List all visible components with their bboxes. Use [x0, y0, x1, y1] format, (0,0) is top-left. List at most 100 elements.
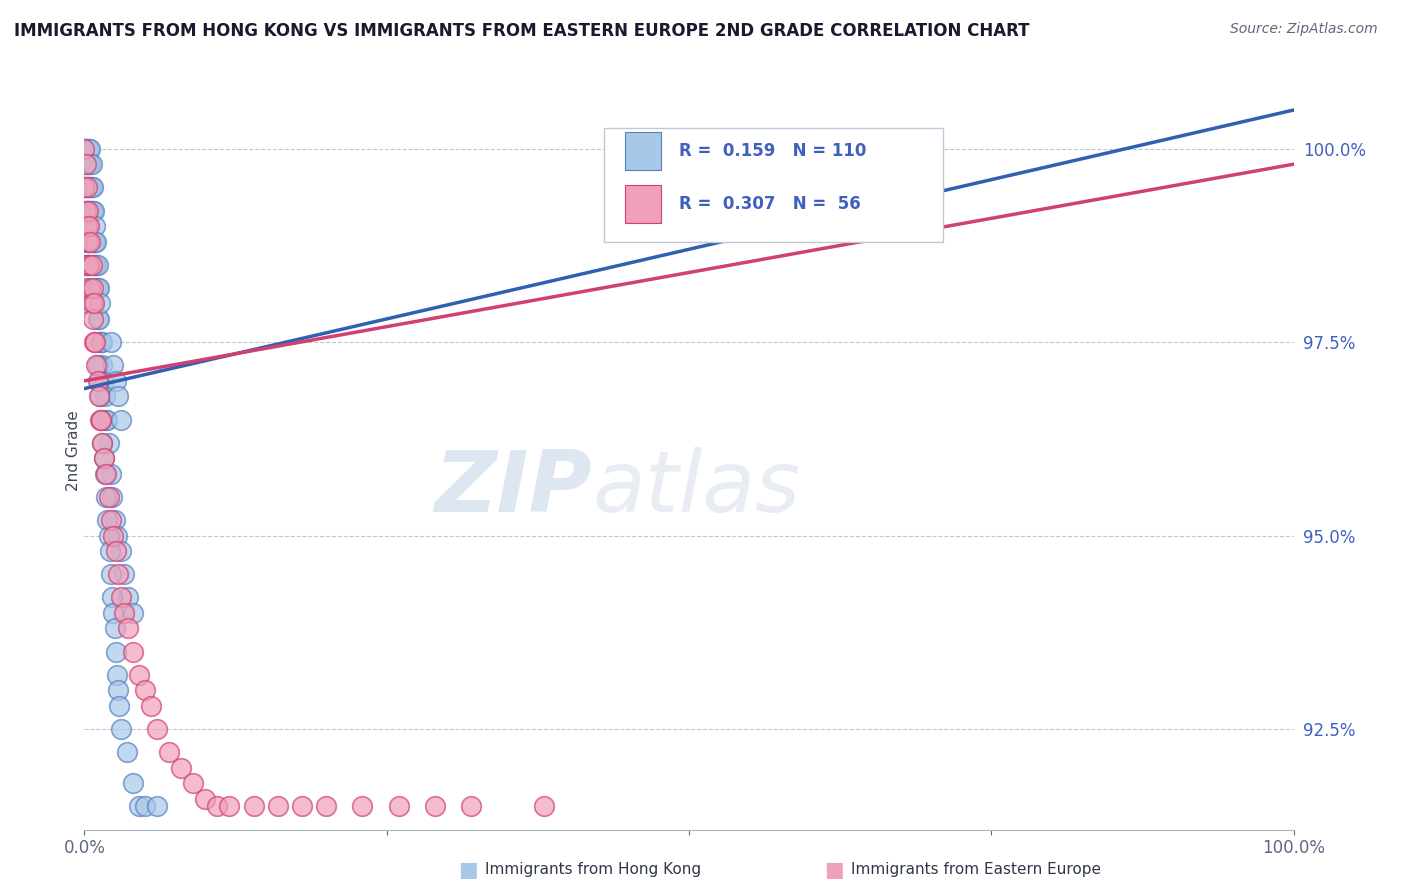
Point [77, 258, 100, 272]
Point [100, 335, 122, 350]
Point [93, 374, 115, 388]
Point [101, 591, 124, 605]
Point [75, 219, 97, 233]
Point [107, 683, 129, 698]
Point [89, 412, 111, 426]
Point [94, 490, 117, 504]
Point [107, 567, 129, 582]
Point [79, 281, 101, 295]
Point [134, 799, 156, 814]
Point [93, 451, 115, 466]
Point [100, 467, 122, 481]
Point [86, 374, 108, 388]
Point [93, 451, 115, 466]
Point [82, 312, 104, 326]
Point [86, 258, 108, 272]
Point [157, 745, 180, 759]
Text: atlas: atlas [592, 447, 800, 530]
Point [76, 296, 98, 310]
Point [115, 745, 138, 759]
Point [77, 235, 100, 249]
Point [90, 412, 112, 426]
Point [315, 799, 337, 814]
Point [91, 335, 114, 350]
Point [117, 591, 139, 605]
Point [97, 490, 120, 504]
Point [101, 490, 124, 504]
Point [94, 389, 117, 403]
Point [104, 374, 127, 388]
Point [105, 528, 128, 542]
Point [97, 528, 120, 542]
Point [110, 591, 132, 605]
Point [103, 606, 125, 620]
Point [79, 203, 101, 218]
Point [77, 258, 100, 272]
Point [100, 567, 122, 582]
Point [117, 621, 139, 635]
Point [97, 435, 120, 450]
Point [76, 219, 98, 233]
Bar [624, 185, 661, 223]
Point [75, 157, 97, 171]
Point [77, 142, 100, 156]
Point [80, 157, 103, 171]
Point [77, 203, 100, 218]
Text: Immigrants from Hong Kong: Immigrants from Hong Kong [485, 863, 702, 877]
Point [75, 281, 97, 295]
Point [87, 312, 110, 326]
Point [82, 235, 104, 249]
Point [77, 180, 100, 194]
Point [110, 412, 132, 426]
Point [460, 799, 482, 814]
Point [77, 157, 100, 171]
Text: ZIP: ZIP [434, 447, 592, 530]
Point [77, 203, 100, 218]
Point [84, 335, 107, 350]
Point [87, 281, 110, 295]
Text: ■: ■ [458, 860, 478, 880]
Point [86, 312, 108, 326]
Point [91, 435, 114, 450]
Point [82, 180, 104, 194]
Point [75, 157, 97, 171]
Point [100, 513, 122, 527]
Point [86, 281, 108, 295]
Point [73, 142, 96, 156]
Point [86, 281, 108, 295]
Point [73, 180, 96, 194]
Point [83, 235, 105, 249]
Point [73, 142, 96, 156]
Point [134, 683, 156, 698]
Point [146, 722, 169, 736]
Point [107, 389, 129, 403]
Point [89, 296, 111, 310]
Point [91, 359, 114, 373]
Point [73, 203, 96, 218]
Point [291, 799, 314, 814]
Point [423, 799, 446, 814]
Point [87, 374, 110, 388]
Point [76, 180, 98, 194]
Text: IMMIGRANTS FROM HONG KONG VS IMMIGRANTS FROM EASTERN EUROPE 2ND GRADE CORRELATIO: IMMIGRANTS FROM HONG KONG VS IMMIGRANTS … [14, 22, 1029, 40]
Point [76, 142, 98, 156]
Text: Source: ZipAtlas.com: Source: ZipAtlas.com [1230, 22, 1378, 37]
Point [77, 219, 100, 233]
Point [80, 235, 103, 249]
FancyBboxPatch shape [605, 128, 943, 242]
Point [75, 258, 97, 272]
Point [90, 335, 112, 350]
Point [181, 776, 204, 790]
Point [84, 235, 107, 249]
Point [139, 698, 162, 713]
Point [104, 645, 127, 659]
Point [73, 180, 96, 194]
Point [79, 235, 101, 249]
Point [77, 142, 100, 156]
Point [96, 513, 118, 527]
Point [121, 606, 143, 620]
Point [388, 799, 411, 814]
Point [84, 258, 107, 272]
Point [218, 799, 240, 814]
Text: R =  0.159   N = 110: R = 0.159 N = 110 [679, 142, 866, 160]
